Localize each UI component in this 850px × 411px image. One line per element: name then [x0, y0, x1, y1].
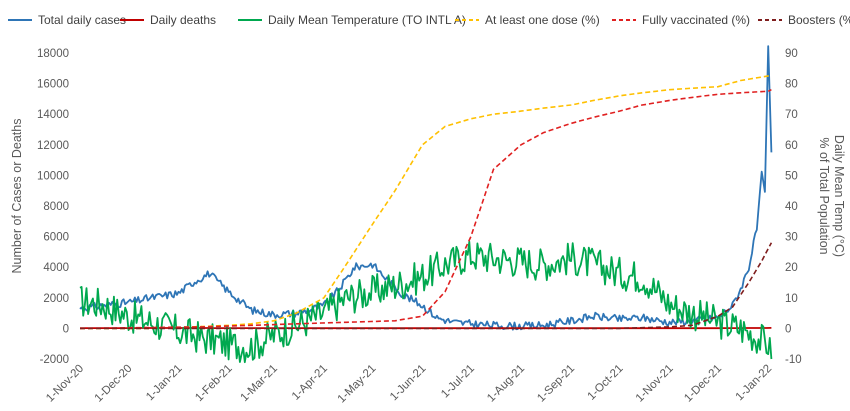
y-left-tick-label: 8000 [43, 201, 69, 213]
y-left-tick-label: -2000 [40, 354, 69, 366]
legend-label: Daily deaths [150, 13, 216, 27]
y-right-tick-label: 60 [785, 140, 798, 152]
legend-label: Total daily cases [38, 13, 126, 27]
y-right-tick-label: 80 [785, 79, 798, 91]
x-tick-label: 1-Mar-21 [238, 363, 279, 404]
x-tick-label: 1-Sep-21 [535, 363, 577, 405]
y-right-tick-label: 50 [785, 170, 798, 182]
x-tick-label: 1-Jun-21 [388, 363, 429, 404]
legend-label: Daily Mean Temperature (TO INTL A) [268, 13, 466, 27]
series-line-0 [79, 45, 773, 331]
x-tick-label: 1-Oct-21 [586, 363, 626, 403]
y-right-tick-label: 0 [785, 323, 791, 335]
y-left-tick-label: 18000 [37, 48, 69, 60]
y-right-tick-label: 30 [785, 232, 798, 244]
legend: Total daily cases Daily deaths Daily Mean … [8, 13, 850, 27]
x-tick-label: 1-Apr-21 [290, 363, 330, 403]
y-right-tick-label: 70 [785, 109, 798, 121]
x-tick-label: 1-Jan-21 [144, 363, 185, 404]
legend-label: At least one dose (%) [485, 13, 600, 27]
y-left-axis-title: Number of Cases or Deaths [10, 119, 24, 274]
x-tick-label: 1-Jul-21 [439, 363, 477, 401]
legend-label: Boosters (%) [788, 13, 850, 27]
legend-label: Fully vaccinated (%) [642, 13, 750, 27]
y-right-tick-label: 10 [785, 293, 798, 305]
y-left-tick-label: 16000 [37, 79, 69, 91]
plot-area [79, 45, 773, 364]
y-left-tick-label: 10000 [37, 170, 69, 182]
y-left-tick-label: 6000 [43, 232, 69, 244]
x-tick-label: 1-Dec-21 [682, 363, 724, 405]
x-tick-label: 1-Aug-21 [485, 363, 527, 405]
series-line-4 [79, 88, 772, 330]
y-left-tick-label: 14000 [37, 109, 69, 121]
y-right-axis-title-line2: Daily Mean Temp (°C) [832, 135, 846, 257]
axes: -2000 0 2000 4000 6000 8000 10000 12000 14000 160… [37, 48, 802, 405]
y-right-tick-label: -10 [785, 354, 802, 366]
x-tick-label: 1-Dec-20 [93, 363, 135, 405]
series-line-5 [80, 242, 773, 330]
y-left-tick-label: 4000 [43, 262, 69, 274]
x-tick-label: 1-Nov-21 [634, 363, 676, 405]
y-right-tick-label: 40 [785, 201, 798, 213]
x-tick-label: 1-Jan-22 [734, 363, 775, 404]
y-right-axis-title-line1: % of Total Population [817, 137, 831, 254]
x-tick-label: 1-Feb-21 [193, 363, 234, 404]
y-left-tick-label: 0 [63, 323, 69, 335]
x-tick-label: 1-May-21 [336, 363, 379, 406]
x-tick-label: 1-Nov-20 [44, 363, 86, 405]
y-right-tick-label: 20 [785, 262, 798, 274]
series-line-2 [79, 240, 773, 364]
y-left-tick-label: 2000 [43, 293, 69, 305]
y-right-tick-label: 90 [785, 48, 798, 60]
y-left-tick-label: 12000 [37, 140, 69, 152]
